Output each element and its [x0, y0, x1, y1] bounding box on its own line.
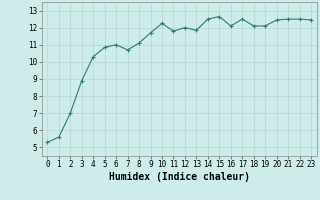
X-axis label: Humidex (Indice chaleur): Humidex (Indice chaleur)	[109, 172, 250, 182]
